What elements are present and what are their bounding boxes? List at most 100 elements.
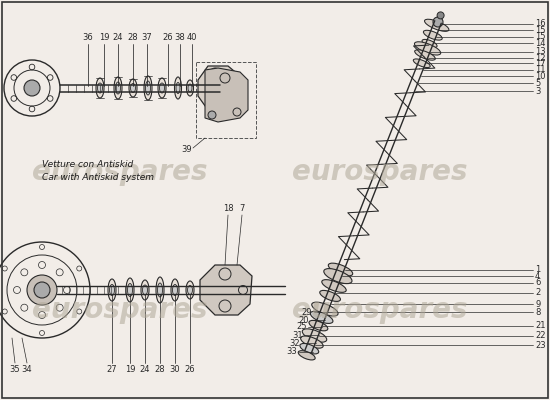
Circle shape bbox=[24, 80, 40, 96]
Ellipse shape bbox=[171, 279, 179, 301]
Polygon shape bbox=[200, 265, 252, 315]
Text: Vetture con Antiskid
Car with Antiskid system: Vetture con Antiskid Car with Antiskid s… bbox=[42, 160, 154, 182]
Ellipse shape bbox=[186, 80, 194, 96]
Text: 27: 27 bbox=[107, 365, 117, 374]
Ellipse shape bbox=[320, 290, 340, 301]
Text: eurospares: eurospares bbox=[292, 158, 468, 186]
Ellipse shape bbox=[141, 280, 149, 300]
Ellipse shape bbox=[188, 84, 192, 92]
Text: 24: 24 bbox=[140, 365, 150, 374]
Ellipse shape bbox=[142, 285, 147, 295]
Text: 4: 4 bbox=[535, 272, 540, 281]
Ellipse shape bbox=[309, 320, 328, 331]
Text: 22: 22 bbox=[535, 331, 546, 340]
Ellipse shape bbox=[310, 311, 333, 324]
Text: 23: 23 bbox=[535, 341, 546, 350]
Text: 37: 37 bbox=[142, 33, 152, 42]
Ellipse shape bbox=[158, 78, 166, 98]
Ellipse shape bbox=[157, 283, 162, 297]
Ellipse shape bbox=[173, 284, 178, 296]
Ellipse shape bbox=[129, 79, 137, 97]
Ellipse shape bbox=[96, 78, 104, 98]
Ellipse shape bbox=[298, 351, 315, 360]
Text: eurospares: eurospares bbox=[32, 296, 208, 324]
Ellipse shape bbox=[176, 82, 180, 94]
Text: 34: 34 bbox=[21, 365, 32, 374]
Ellipse shape bbox=[422, 40, 437, 48]
Ellipse shape bbox=[128, 284, 133, 296]
Text: 16: 16 bbox=[535, 19, 546, 28]
Ellipse shape bbox=[302, 329, 327, 342]
Ellipse shape bbox=[144, 76, 152, 100]
Text: 28: 28 bbox=[155, 365, 166, 374]
Bar bbox=[196, 62, 256, 138]
Text: 20: 20 bbox=[299, 316, 309, 325]
Text: 15: 15 bbox=[535, 26, 546, 35]
Text: 14: 14 bbox=[535, 39, 546, 48]
Polygon shape bbox=[205, 68, 248, 122]
Text: 40: 40 bbox=[187, 33, 197, 42]
Text: 24: 24 bbox=[113, 33, 123, 42]
Circle shape bbox=[433, 17, 443, 27]
Ellipse shape bbox=[146, 81, 151, 95]
Text: eurospares: eurospares bbox=[32, 158, 208, 186]
Ellipse shape bbox=[322, 280, 346, 292]
Text: 5: 5 bbox=[535, 78, 540, 88]
Text: 36: 36 bbox=[82, 33, 94, 42]
Text: 30: 30 bbox=[170, 365, 180, 374]
Text: 10: 10 bbox=[535, 72, 546, 81]
Text: 17: 17 bbox=[535, 59, 546, 68]
Text: 29: 29 bbox=[302, 308, 312, 316]
Text: 25: 25 bbox=[296, 322, 306, 331]
Ellipse shape bbox=[97, 83, 102, 93]
Text: 26: 26 bbox=[163, 33, 173, 42]
Text: 18: 18 bbox=[223, 204, 233, 213]
Ellipse shape bbox=[312, 302, 338, 316]
Ellipse shape bbox=[130, 84, 135, 92]
Circle shape bbox=[27, 275, 57, 305]
Ellipse shape bbox=[126, 278, 134, 302]
Circle shape bbox=[34, 282, 50, 298]
Text: 38: 38 bbox=[175, 33, 185, 42]
Text: 2: 2 bbox=[535, 288, 540, 297]
Text: 32: 32 bbox=[289, 339, 300, 348]
Ellipse shape bbox=[109, 284, 114, 296]
Text: 6: 6 bbox=[535, 278, 540, 287]
Text: 26: 26 bbox=[185, 365, 195, 374]
Polygon shape bbox=[198, 66, 240, 110]
Text: 28: 28 bbox=[128, 33, 138, 42]
Ellipse shape bbox=[188, 286, 192, 294]
Text: 1: 1 bbox=[535, 265, 540, 274]
Ellipse shape bbox=[425, 19, 449, 31]
Text: 13: 13 bbox=[535, 47, 546, 56]
Circle shape bbox=[437, 12, 444, 19]
Ellipse shape bbox=[324, 268, 352, 284]
Ellipse shape bbox=[116, 82, 120, 94]
Ellipse shape bbox=[301, 336, 323, 348]
Text: 15: 15 bbox=[535, 32, 546, 41]
Ellipse shape bbox=[174, 77, 182, 99]
Ellipse shape bbox=[186, 281, 194, 299]
Text: 8: 8 bbox=[535, 308, 540, 317]
Text: 19: 19 bbox=[125, 365, 135, 374]
Circle shape bbox=[208, 111, 216, 119]
Text: 12: 12 bbox=[535, 54, 546, 63]
Ellipse shape bbox=[415, 50, 435, 60]
Text: 7: 7 bbox=[239, 204, 245, 213]
Text: 21: 21 bbox=[535, 321, 546, 330]
Text: eurospares: eurospares bbox=[292, 296, 468, 324]
Ellipse shape bbox=[424, 30, 442, 40]
Ellipse shape bbox=[108, 279, 116, 301]
Ellipse shape bbox=[160, 83, 164, 93]
Ellipse shape bbox=[415, 42, 441, 55]
Text: 9: 9 bbox=[535, 300, 540, 309]
Ellipse shape bbox=[114, 77, 122, 99]
Ellipse shape bbox=[328, 263, 353, 276]
Text: 33: 33 bbox=[286, 347, 297, 356]
Text: 11: 11 bbox=[535, 65, 546, 74]
Ellipse shape bbox=[300, 344, 318, 354]
Ellipse shape bbox=[413, 59, 430, 68]
Text: 35: 35 bbox=[10, 365, 20, 374]
Ellipse shape bbox=[156, 277, 164, 303]
Text: 39: 39 bbox=[182, 146, 192, 154]
